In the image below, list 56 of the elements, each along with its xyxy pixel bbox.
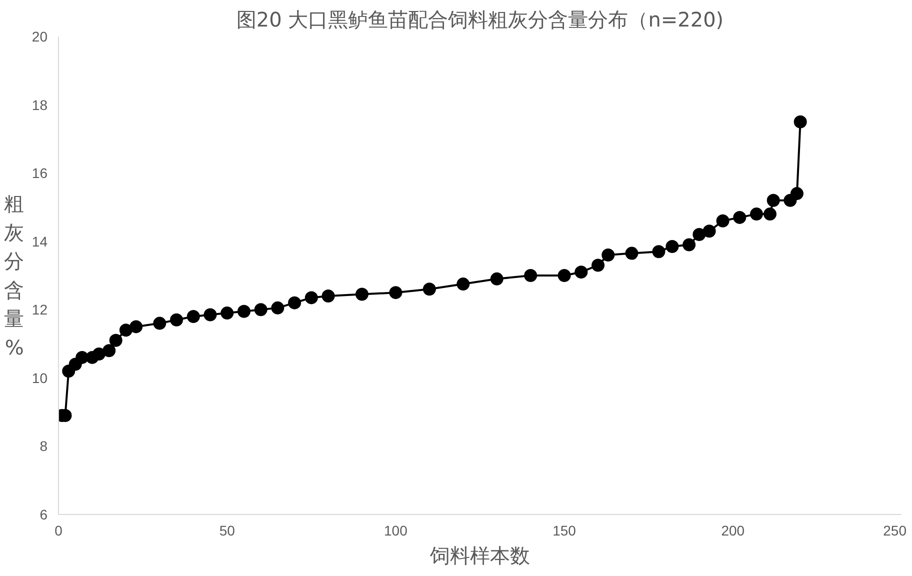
x-tick-label: 50 <box>219 522 236 538</box>
point <box>170 313 184 326</box>
point <box>524 269 538 282</box>
y-tick-label: 6 <box>40 506 48 522</box>
point <box>119 324 132 337</box>
point <box>666 240 679 253</box>
point <box>204 308 217 322</box>
point <box>652 245 666 258</box>
x-axis-title: 饲料样本数 <box>429 544 530 568</box>
x-tick-label: 100 <box>384 522 408 538</box>
point <box>422 282 436 296</box>
point <box>322 290 335 302</box>
point <box>702 224 716 238</box>
point <box>102 344 116 358</box>
x-tick-label: 250 <box>883 522 907 538</box>
point <box>490 272 504 286</box>
point <box>574 266 588 279</box>
point <box>750 208 764 221</box>
y-tick-label: 8 <box>40 438 48 454</box>
point <box>288 296 302 310</box>
point <box>733 210 746 224</box>
y-tick-label: 16 <box>32 165 48 182</box>
point <box>625 246 638 260</box>
point <box>456 278 470 291</box>
point <box>92 348 106 361</box>
y-tick-label: 20 <box>32 28 48 44</box>
point <box>153 316 166 330</box>
y-tick-label: 18 <box>32 96 48 113</box>
x-tick-label: 150 <box>552 522 576 538</box>
point <box>220 306 234 320</box>
x-tick-label: 200 <box>721 522 745 538</box>
x-tick-label: 0 <box>54 522 63 538</box>
chart-title: 图20 大口黑鲈鱼苗配合饲料粗灰分含量分布（n=220) <box>236 8 724 32</box>
y-axis-title: 粗灰分含量% <box>4 192 24 360</box>
point <box>716 214 730 228</box>
y-tick-label: 12 <box>32 302 48 318</box>
point <box>186 310 200 323</box>
point <box>389 286 402 300</box>
point <box>692 228 706 242</box>
y-tick-label: 14 <box>32 233 48 250</box>
y-tick-label: 10 <box>32 370 48 386</box>
point <box>130 320 143 334</box>
point <box>237 304 250 318</box>
point <box>109 334 122 347</box>
point <box>592 258 605 272</box>
point <box>682 238 696 252</box>
point <box>763 208 776 221</box>
point <box>790 187 804 200</box>
point <box>304 291 318 304</box>
point <box>766 194 780 207</box>
point <box>254 303 268 316</box>
point <box>355 288 368 301</box>
point <box>271 301 284 314</box>
point <box>794 115 807 128</box>
point <box>558 269 571 282</box>
point <box>602 248 615 262</box>
